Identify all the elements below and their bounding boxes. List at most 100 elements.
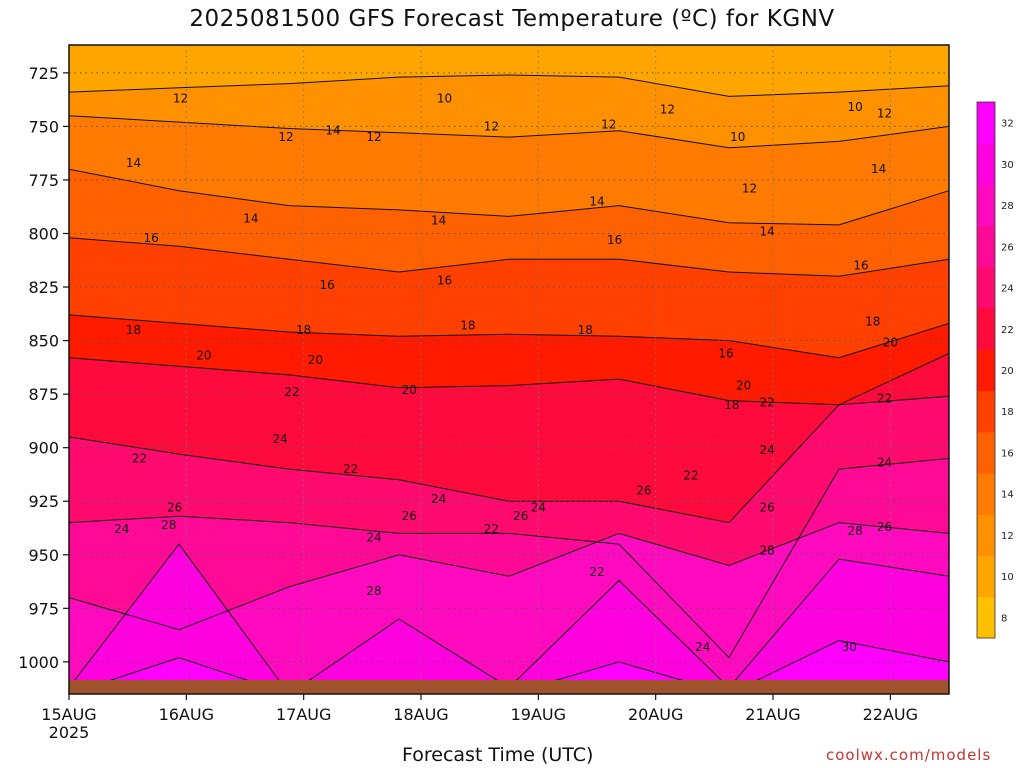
contour-label-24: 24 bbox=[695, 640, 710, 654]
contour-label-14: 14 bbox=[431, 214, 446, 228]
colorbar-block-20 bbox=[977, 349, 995, 392]
colorbar-label-14: 14 bbox=[1001, 490, 1014, 501]
contour-label-22: 22 bbox=[284, 385, 299, 399]
colorbar-block-16 bbox=[977, 431, 995, 474]
y-axis: 725 750 775 800 825 850 875 900 925 950 975 1000 bbox=[18, 64, 69, 672]
contour-label-14: 14 bbox=[325, 124, 340, 138]
colorbar-label-16: 16 bbox=[1001, 448, 1014, 459]
contour-label-14: 14 bbox=[126, 156, 141, 170]
colorbar-block-32 bbox=[977, 102, 995, 144]
contour-label-20: 20 bbox=[308, 353, 323, 367]
contour-label-14: 14 bbox=[871, 162, 886, 176]
colorbar-block-28 bbox=[977, 184, 995, 227]
colorbar-block-18 bbox=[977, 390, 995, 433]
contour-label-18: 18 bbox=[578, 323, 593, 337]
colorbar-label-18: 18 bbox=[1001, 407, 1014, 418]
x-tick-label-18AUG: 18AUG bbox=[393, 705, 448, 724]
x-tick-label-21AUG: 21AUG bbox=[745, 705, 800, 724]
contour-label-24: 24 bbox=[877, 456, 892, 470]
contour-label-10: 10 bbox=[847, 100, 862, 114]
y-tick-label-750: 750 bbox=[28, 117, 59, 136]
contour-label-24: 24 bbox=[759, 443, 774, 457]
x-axis: 15AUG 16AUG 17AUG 18AUG 19AUG 20AUG 21AUG 22AUG… bbox=[41, 694, 918, 742]
contour-label-28: 28 bbox=[161, 518, 176, 532]
colorbar-block-30 bbox=[977, 143, 995, 185]
colorbar-label-26: 26 bbox=[1001, 242, 1014, 253]
colorbar-block-12 bbox=[977, 514, 995, 557]
contour-label-20: 20 bbox=[402, 383, 417, 397]
colorbar-block-10 bbox=[977, 555, 995, 598]
colorbar-label-28: 28 bbox=[1001, 201, 1014, 212]
contour-label-16: 16 bbox=[319, 278, 334, 292]
contour-label-12: 12 bbox=[877, 107, 892, 121]
contour-label-24: 24 bbox=[366, 531, 381, 545]
x-tick-label-20AUG: 20AUG bbox=[628, 705, 683, 724]
contour-label-10: 10 bbox=[437, 92, 452, 106]
contour-label-16: 16 bbox=[718, 346, 733, 360]
contour-label-12: 12 bbox=[660, 102, 675, 116]
colorbar-frame bbox=[976, 101, 996, 639]
credit-link[interactable]: coolwx.com/models bbox=[826, 746, 992, 764]
colorbar-block-8 bbox=[977, 596, 995, 639]
contour-label-20: 20 bbox=[736, 379, 751, 393]
contour-label-22: 22 bbox=[589, 565, 604, 579]
contour-label-22: 22 bbox=[484, 522, 499, 536]
y-tick-label-850: 850 bbox=[28, 332, 59, 351]
contour-label-12: 12 bbox=[484, 119, 499, 133]
y-tick-label-725: 725 bbox=[28, 64, 59, 83]
contour-label-26: 26 bbox=[167, 501, 182, 515]
colorbar-block-24 bbox=[977, 266, 995, 309]
colorbar-block-14 bbox=[977, 473, 995, 515]
x-tick-year-label: 2025 bbox=[49, 723, 90, 742]
colorbar-label-32: 32 bbox=[1001, 119, 1014, 130]
x-tick-label-22AUG: 22AUG bbox=[863, 705, 918, 724]
contour-label-26: 26 bbox=[759, 501, 774, 515]
y-tick-label-825: 825 bbox=[28, 278, 59, 297]
isotherm-24 bbox=[68, 457, 950, 659]
contour-label-28: 28 bbox=[847, 524, 862, 538]
contour-label-14: 14 bbox=[759, 224, 774, 238]
isotherm-18 bbox=[68, 314, 950, 359]
y-tick-label-950: 950 bbox=[28, 546, 59, 565]
colorbar-label-30: 30 bbox=[1001, 160, 1014, 171]
contour-label-16: 16 bbox=[607, 233, 622, 247]
contour-label-22: 22 bbox=[683, 469, 698, 483]
ground-strip bbox=[69, 680, 949, 694]
isotherm-10 bbox=[68, 74, 950, 97]
x-tick-label-19AUG: 19AUG bbox=[511, 705, 566, 724]
contour-label-20: 20 bbox=[196, 349, 211, 363]
contour-label-26: 26 bbox=[513, 509, 528, 523]
contour-label-26: 26 bbox=[402, 509, 417, 523]
colorbar-label-22: 22 bbox=[1001, 325, 1014, 336]
contour-labels: 10 10 10 12 12 12 12 12 12 12 12 14 14 14 14 14 14 14 16 16… bbox=[114, 92, 898, 654]
contour-label-24: 24 bbox=[114, 522, 129, 536]
contour-label-24: 24 bbox=[531, 501, 546, 515]
y-tick-label-800: 800 bbox=[28, 224, 59, 243]
colorbar-label-20: 20 bbox=[1001, 366, 1014, 377]
contour-label-22: 22 bbox=[132, 451, 147, 465]
isotherm-26 bbox=[68, 522, 950, 631]
contour-label-12: 12 bbox=[742, 182, 757, 196]
x-axis-label: Forecast Time (UTC) bbox=[402, 744, 594, 766]
contour-label-16: 16 bbox=[143, 231, 158, 245]
x-tick-label-17AUG: 17AUG bbox=[276, 705, 331, 724]
y-tick-label-775: 775 bbox=[28, 171, 59, 190]
x-tick-label-15AUG: 15AUG bbox=[41, 705, 96, 724]
y-tick-label-900: 900 bbox=[28, 439, 59, 458]
contour-label-12: 12 bbox=[366, 130, 381, 144]
y-tick-label-975: 975 bbox=[28, 599, 59, 618]
contour-label-22: 22 bbox=[877, 391, 892, 405]
contour-label-24: 24 bbox=[273, 432, 288, 446]
contour-label-18: 18 bbox=[126, 323, 141, 337]
contour-label-28: 28 bbox=[366, 584, 381, 598]
contour-label-10: 10 bbox=[730, 130, 745, 144]
contour-label-24: 24 bbox=[431, 492, 446, 506]
contour-label-16: 16 bbox=[853, 259, 868, 273]
colorbar-label-10: 10 bbox=[1001, 572, 1014, 583]
contour-label-12: 12 bbox=[601, 117, 616, 131]
colorbar-block-26 bbox=[977, 225, 995, 268]
contour-label-28: 28 bbox=[759, 543, 774, 557]
contour-label-14: 14 bbox=[589, 194, 604, 208]
contour-label-12: 12 bbox=[173, 92, 188, 106]
